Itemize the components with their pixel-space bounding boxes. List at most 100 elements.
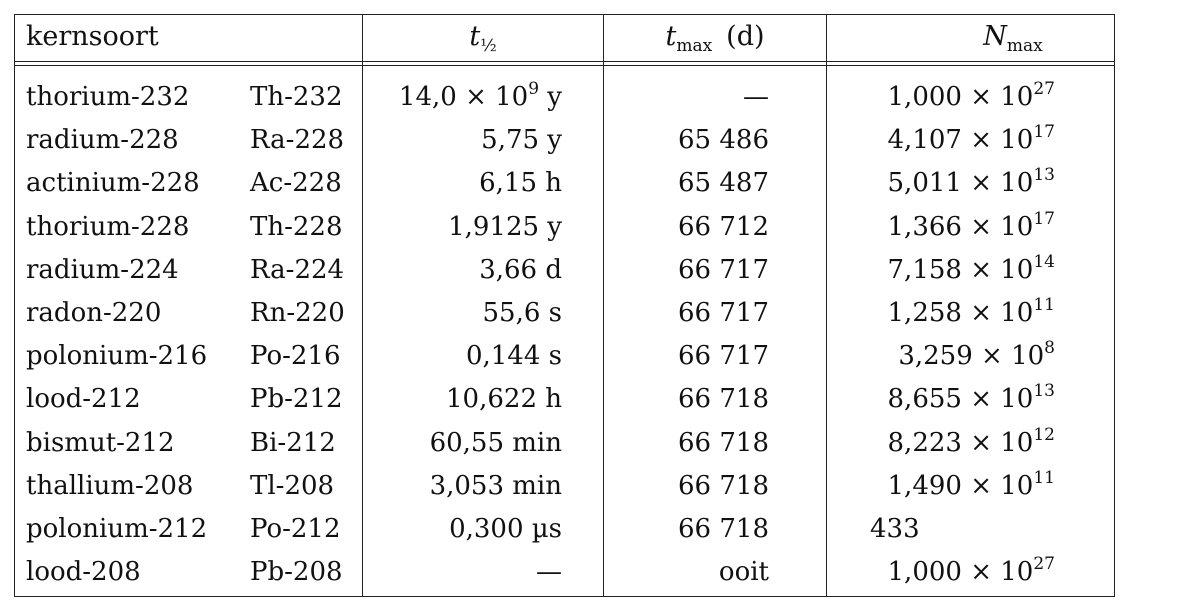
half-life-text: 3,66 d xyxy=(479,254,562,285)
tmax: 66 718 xyxy=(678,514,769,544)
half-life-text: 5,75 y xyxy=(481,125,562,156)
nuclide-name: radon-220 xyxy=(26,298,162,328)
nmax-text: 1,366 × 10 xyxy=(887,211,1034,242)
nmax: 1,258 × 1011 xyxy=(887,295,1055,329)
tmax: 66 718 xyxy=(678,427,769,458)
half-life: 1,9125 y xyxy=(448,212,562,242)
header-subscript: max xyxy=(676,36,713,56)
tmax: 65 486 xyxy=(678,125,769,156)
nmax: 7,158 × 1014 xyxy=(887,251,1055,285)
half-life: 55,6 s xyxy=(483,298,563,328)
nuclide-name: polonium-212 xyxy=(26,514,208,544)
half-life-text: — xyxy=(536,557,562,588)
nmax: 3,259 × 108 xyxy=(898,338,1055,372)
half-life-text: 14,0 × 10 xyxy=(398,82,529,112)
nmax: 1,000 × 1027 xyxy=(887,554,1055,588)
nmax-exponent: 17 xyxy=(1033,208,1055,229)
header-text: N xyxy=(983,21,1007,52)
header-rule xyxy=(14,65,1115,66)
nmax-text: 433 xyxy=(870,514,920,544)
nuclide-name: radium-224 xyxy=(26,254,179,285)
half-life: 3,053 min xyxy=(430,471,562,501)
border-bottom xyxy=(14,596,1115,597)
border-left xyxy=(14,14,15,597)
header-cell: Nmax xyxy=(863,21,1163,55)
tmax: 65 487 xyxy=(678,168,769,199)
header-cell: tmax (d) xyxy=(565,21,865,55)
nuclide-name: actinium-228 xyxy=(26,168,200,199)
half-life-text: 55,6 s xyxy=(482,298,563,328)
nuclide-symbol: Tl-208 xyxy=(250,470,335,501)
nuclide-symbol: Po-216 xyxy=(250,341,341,372)
nmax-exponent: 27 xyxy=(1033,554,1055,575)
header-subscript: ½ xyxy=(480,36,497,56)
header-cell: t½ xyxy=(333,22,633,55)
header-text: t xyxy=(665,21,677,52)
tmax: 66 718 xyxy=(678,384,769,415)
half-life-text: 0,300 µs xyxy=(449,514,562,544)
nmax-exponent: 12 xyxy=(1033,424,1055,445)
header-suffix: (d) xyxy=(726,21,765,52)
nuclide-symbol: Po-212 xyxy=(250,514,341,544)
column-rule xyxy=(826,14,827,597)
tmax: 66 717 xyxy=(678,254,769,285)
half-life-text: 60,55 min xyxy=(429,427,562,458)
header-subscript: max xyxy=(1006,36,1043,56)
half-life: — xyxy=(536,557,562,587)
half-life-text: 10,622 h xyxy=(446,384,562,415)
half-life-text: 6,15 h xyxy=(479,168,562,199)
column-rule xyxy=(603,14,604,597)
border-top xyxy=(14,14,1115,15)
nmax-text: 1,258 × 10 xyxy=(887,298,1034,328)
nuclide-symbol: Pb-212 xyxy=(250,384,343,415)
nuclide-symbol: Ra-228 xyxy=(250,125,345,156)
header-rule xyxy=(14,61,1115,62)
tmax: — xyxy=(743,82,769,112)
tmax: 66 718 xyxy=(678,470,769,501)
column-rule xyxy=(362,14,363,597)
half-life-text: 0,144 s xyxy=(465,341,562,372)
tmax: ooit xyxy=(718,557,769,588)
nmax-text: 1,000 × 10 xyxy=(887,82,1034,112)
nmax-text: 4,107 × 10 xyxy=(887,125,1034,156)
half-life-text: 3,053 min xyxy=(429,470,562,501)
nmax-exponent: 14 xyxy=(1033,251,1055,272)
nuclide-symbol: Rn-220 xyxy=(250,298,345,328)
header-text: kernsoort xyxy=(26,21,159,52)
nmax-exponent: 8 xyxy=(1044,338,1055,359)
nmax-text: 1,000 × 10 xyxy=(887,557,1034,588)
nmax: 8,223 × 1012 xyxy=(888,424,1055,458)
nuclide-symbol: Ra-224 xyxy=(250,254,345,285)
nmax: 8,655 × 1013 xyxy=(888,381,1055,415)
nmax-exponent: 27 xyxy=(1033,79,1055,99)
nmax-text: 3,259 × 10 xyxy=(898,341,1045,372)
nuclide-name: thorium-228 xyxy=(26,211,190,242)
half-life: 3,66 d xyxy=(479,255,562,285)
nmax-text: 7,158 × 10 xyxy=(887,254,1034,285)
half-life-exponent: 9 xyxy=(528,79,540,99)
nuclide-name: radium-228 xyxy=(26,125,179,156)
nuclide-symbol: Th-228 xyxy=(250,211,343,242)
nmax-exponent: 13 xyxy=(1033,381,1055,402)
half-life: 10,622 h xyxy=(446,384,562,414)
half-life: 0,144 s xyxy=(466,341,562,371)
nmax: 433 xyxy=(870,514,920,544)
nuclide-name: bismut-212 xyxy=(26,427,175,458)
half-life: 0,300 µs xyxy=(449,514,562,544)
nmax-exponent: 11 xyxy=(1033,295,1055,315)
nmax-text: 1,490 × 10 xyxy=(887,470,1034,501)
nuclide-name: thallium-208 xyxy=(26,470,194,501)
nmax-exponent: 17 xyxy=(1033,122,1055,143)
nmax-exponent: 13 xyxy=(1033,165,1055,186)
header-cell: kernsoort xyxy=(26,22,159,52)
nuclide-name: polonium-216 xyxy=(26,341,208,372)
border-right xyxy=(1114,14,1115,597)
nmax: 1,000 × 1027 xyxy=(887,79,1055,113)
nuclide-name: lood-208 xyxy=(26,557,141,588)
half-life: 5,75 y xyxy=(481,125,562,155)
tmax: 66 717 xyxy=(678,341,769,372)
nmax-text: 5,011 × 10 xyxy=(887,168,1034,199)
half-life-text: y xyxy=(539,82,562,112)
nmax: 1,490 × 1011 xyxy=(887,469,1055,501)
